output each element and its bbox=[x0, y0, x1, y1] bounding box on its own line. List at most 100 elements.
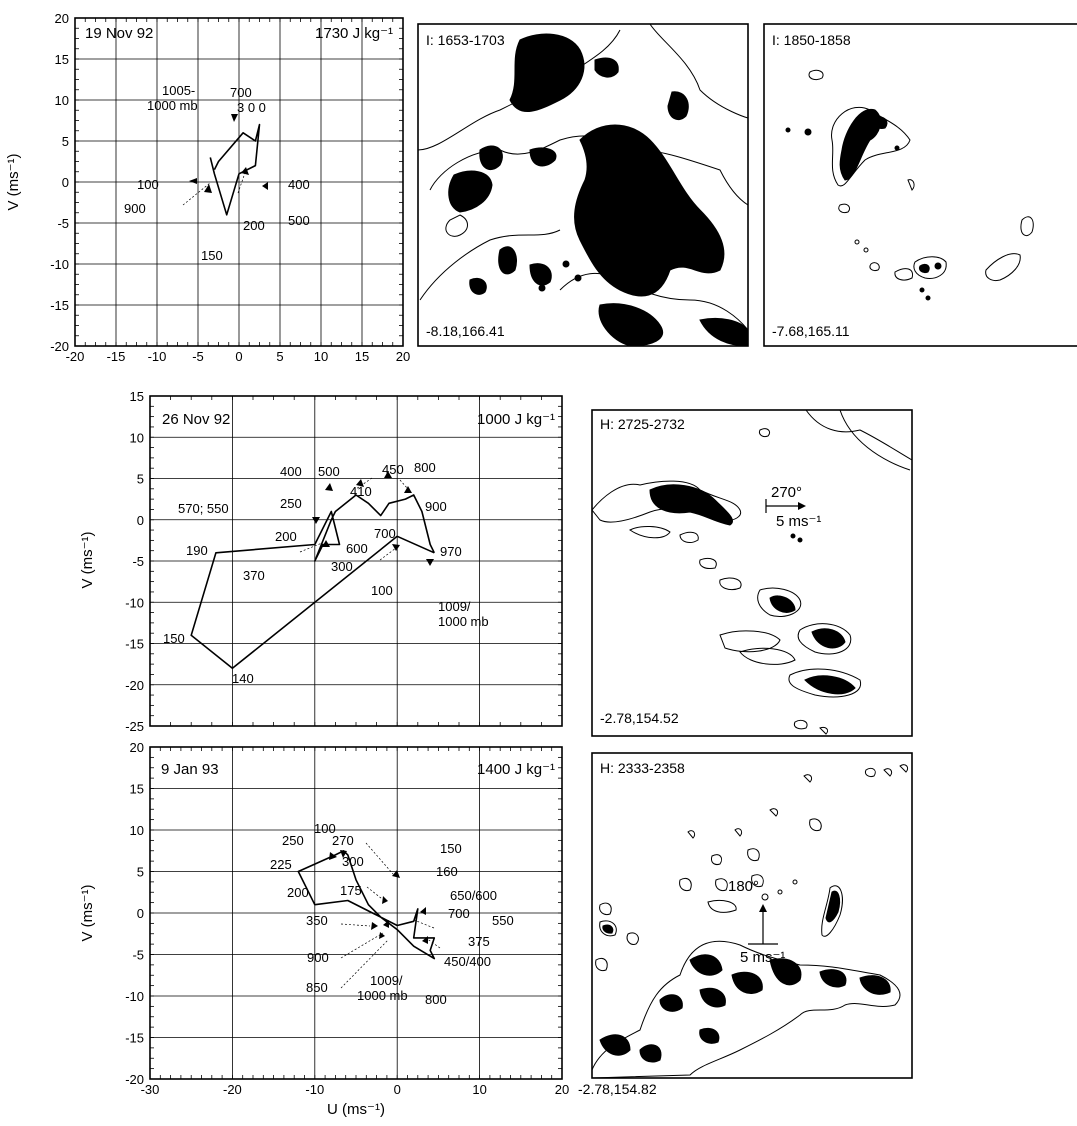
y-axis-label: V (ms⁻¹) bbox=[79, 884, 96, 941]
hodograph-arrows bbox=[189, 114, 268, 193]
x-tick-label: -20 bbox=[66, 349, 85, 364]
hodograph-leaders bbox=[182, 169, 247, 206]
pressure-label: 1009/ bbox=[438, 599, 471, 614]
radar-coords-label: -2.78,154.52 bbox=[600, 710, 679, 726]
radar-panel-4: 180° 5 ms⁻¹ H: 2333-2358 -2.78,154.82 bbox=[578, 752, 913, 1097]
y-tick-label: 0 bbox=[137, 906, 144, 921]
pressure-label: 250 bbox=[282, 833, 304, 848]
radar-time-label: H: 2725-2732 bbox=[600, 416, 685, 432]
storm-motion-arrow bbox=[748, 904, 778, 945]
pressure-label: 450 bbox=[382, 462, 404, 477]
pressure-label: 300 bbox=[342, 854, 364, 869]
pressure-label: 900 bbox=[425, 499, 447, 514]
radar-reflectivity bbox=[785, 69, 1034, 301]
x-tick-label: -10 bbox=[148, 349, 167, 364]
pressure-label: 550 bbox=[492, 913, 514, 928]
pressure-label: 570; 550 bbox=[178, 501, 229, 516]
x-tick-label: -10 bbox=[305, 1082, 324, 1097]
pressure-label: 150 bbox=[201, 248, 223, 263]
y-tick-label: -25 bbox=[125, 719, 144, 734]
x-tick-label: 0 bbox=[235, 349, 242, 364]
y-tick-label: 20 bbox=[55, 11, 69, 26]
pressure-label: 500 bbox=[288, 213, 310, 228]
y-tick-label: 20 bbox=[130, 740, 144, 755]
storm-motion-direction: 180° bbox=[728, 878, 759, 895]
pressure-label: 1009/ bbox=[370, 973, 403, 988]
pressure-label: 700 bbox=[374, 526, 396, 541]
pressure-label: 175 bbox=[340, 883, 362, 898]
pressure-label: 800 bbox=[414, 460, 436, 475]
pressure-label: 150 bbox=[163, 631, 185, 646]
y-tick-label: -5 bbox=[132, 948, 144, 963]
x-tick-label: 20 bbox=[396, 349, 410, 364]
radar-frame bbox=[591, 752, 913, 1079]
hodograph-trace bbox=[209, 123, 261, 216]
pressure-label: 225 bbox=[270, 857, 292, 872]
radar-coords-label: -2.78,154.82 bbox=[578, 1081, 657, 1097]
storm-motion-speed: 5 ms⁻¹ bbox=[776, 513, 821, 530]
radar-reflectivity bbox=[591, 409, 913, 735]
pressure-label: 100 bbox=[137, 177, 159, 192]
plot-frame bbox=[149, 746, 563, 1080]
panel-date: 26 Nov 92 bbox=[162, 411, 230, 428]
y-tick-label: 5 bbox=[62, 134, 69, 149]
pressure-label: 190 bbox=[186, 543, 208, 558]
radar-panel-2: I: 1850-1858 -7.68,165.11 bbox=[763, 23, 1077, 347]
pressure-label: 600 bbox=[346, 541, 368, 556]
radar-panel-1: I: 1653-1703 -8.18,166.41 bbox=[417, 23, 749, 347]
pressure-label: 270 bbox=[332, 833, 354, 848]
x-tick-label: 10 bbox=[314, 349, 328, 364]
radar-time-label: I: 1850-1858 bbox=[772, 32, 851, 48]
radar-frame bbox=[417, 23, 749, 347]
x-tick-label: -20 bbox=[223, 1082, 242, 1097]
pressure-label: 160 bbox=[436, 864, 458, 879]
radar-reflectivity bbox=[417, 23, 749, 347]
pressure-label: 200 bbox=[243, 218, 265, 233]
pressure-labels: 400 500 450 800 250 410 900 570; 550 200… bbox=[163, 460, 489, 686]
radar-reflectivity bbox=[591, 764, 909, 1079]
pressure-label: 375 bbox=[468, 934, 490, 949]
pressure-label: 300 bbox=[331, 559, 353, 574]
x-axis-label: U (ms⁻¹) bbox=[327, 1101, 385, 1118]
plot-frame bbox=[74, 17, 404, 347]
y-tick-label: -15 bbox=[125, 637, 144, 652]
radar-panel-3: 270° 5 ms⁻¹ H: 2725-2732 -2.78,154.52 bbox=[591, 409, 913, 737]
hodograph-leaders bbox=[299, 477, 409, 561]
pressure-label: 970 bbox=[440, 544, 462, 559]
pressure-label: 1005- bbox=[162, 83, 195, 98]
panel-date: 9 Jan 93 bbox=[161, 761, 219, 778]
storm-motion-direction: 270° bbox=[771, 484, 802, 501]
y-tick-label: 15 bbox=[55, 52, 69, 67]
radar-frame bbox=[763, 23, 1077, 347]
pressure-label: 700 bbox=[230, 85, 252, 100]
y-axis-label: V (ms⁻¹) bbox=[79, 531, 96, 588]
y-tick-label: -20 bbox=[125, 678, 144, 693]
pressure-label: 400 bbox=[280, 464, 302, 479]
pressure-label: 1000 mb bbox=[147, 98, 198, 113]
y-tick-label: 0 bbox=[62, 175, 69, 190]
pressure-labels: 100 250 270 150 225 300 160 650/600 200 … bbox=[270, 821, 514, 1007]
pressure-label: 200 bbox=[287, 885, 309, 900]
radar-coords-label: -8.18,166.41 bbox=[426, 323, 505, 339]
y-tick-label: 0 bbox=[137, 513, 144, 528]
storm-motion-speed: 5 ms⁻¹ bbox=[740, 949, 785, 966]
hodograph-trace bbox=[297, 849, 436, 960]
x-tick-label: 5 bbox=[276, 349, 283, 364]
x-tick-label: -15 bbox=[107, 349, 126, 364]
y-tick-label: 15 bbox=[130, 782, 144, 797]
pressure-label: 1000 mb bbox=[357, 988, 408, 1003]
y-tick-label: 5 bbox=[137, 472, 144, 487]
radar-frame bbox=[591, 409, 913, 737]
panel-date: 19 Nov 92 bbox=[85, 25, 153, 42]
pressure-label: 200 bbox=[275, 529, 297, 544]
y-axis-label: V (ms⁻¹) bbox=[5, 153, 22, 210]
cape-label: 1730 J kg⁻¹ bbox=[315, 25, 393, 42]
storm-motion-arrow bbox=[765, 499, 806, 513]
pressure-label: 900 bbox=[124, 201, 146, 216]
x-tick-label: -5 bbox=[192, 349, 204, 364]
hodograph-arrows bbox=[312, 471, 434, 566]
pressure-label: 100 bbox=[371, 583, 393, 598]
